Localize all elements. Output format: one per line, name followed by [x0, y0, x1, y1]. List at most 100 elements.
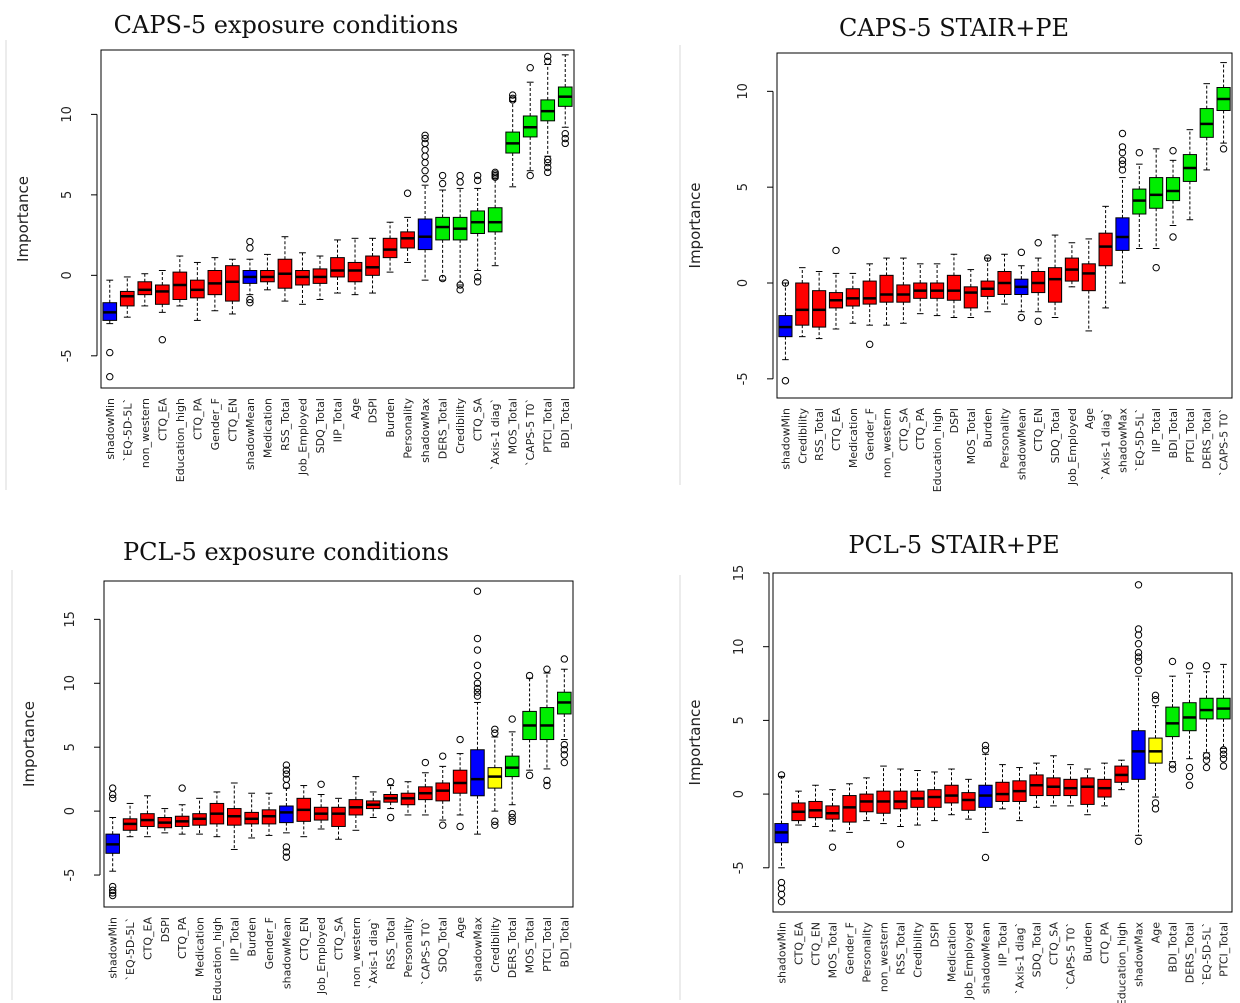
plot-frame [776, 52, 1233, 399]
box-21: CTQ_SA [470, 171, 485, 441]
outlier-point [1134, 640, 1143, 648]
outlier-point [1134, 837, 1143, 845]
outlier-point [106, 373, 114, 381]
x-category-label: BDI_Total [558, 917, 571, 967]
x-category-label: MOS_Total [524, 917, 537, 973]
x-category-label: CTQ_PA [914, 408, 927, 450]
box-25: PTCI_Total [539, 665, 555, 972]
box-0: shadowMin [778, 279, 793, 470]
outlier-point [421, 152, 429, 160]
box-12: shadowMean [978, 741, 993, 994]
x-category-label: Education_high [211, 917, 224, 1001]
box-body [470, 749, 485, 797]
x-category-label: SDQ_Total [437, 917, 450, 972]
outlier-point [1219, 755, 1228, 763]
box-body [487, 207, 503, 233]
x-category-label: IIP_Total [1150, 408, 1163, 452]
outlier-point [777, 884, 786, 893]
x-category-label: `Axis-1 diag` [1100, 408, 1113, 480]
box-17: Personality [400, 189, 415, 459]
outlier-point [508, 813, 516, 822]
outlier-point [525, 671, 534, 680]
box-22: IIP_Total [1149, 148, 1164, 452]
box-body [137, 281, 153, 296]
outlier-point [1134, 666, 1143, 674]
x-category-label: DSPI [929, 922, 942, 947]
outlier-point [246, 295, 254, 304]
box-8: CTQ_PA [913, 263, 928, 450]
box-16: RSS_Total [383, 778, 398, 970]
box-18: Burden [1080, 768, 1095, 962]
box-4: Gender_F [842, 783, 857, 974]
outlier-point [508, 715, 516, 723]
box-17: Personality [400, 781, 416, 978]
box-0: shadowMin [774, 771, 789, 984]
box-23: BDI_Total [1165, 657, 1180, 972]
y-tick-label: 5 [732, 716, 747, 724]
x-category-label: shadowMean [244, 398, 257, 470]
x-category-label: CTQ_EA [830, 408, 843, 452]
box-12: Burden [980, 254, 995, 448]
outlier-point [1118, 166, 1127, 174]
x-category-label: BDI_Total [1167, 408, 1180, 458]
outlier-point [1219, 145, 1228, 153]
x-category-label: Credibility [796, 408, 809, 464]
outlier-point [1219, 762, 1228, 770]
y-tick-label: 0 [732, 790, 747, 798]
x-category-label: MOS_Total [827, 922, 840, 978]
outlier-point [561, 134, 569, 143]
x-category-label: Education_high [931, 408, 944, 492]
outlier-point [282, 775, 291, 783]
x-category-label: BDI_Total [1167, 922, 1180, 972]
outlier-point [781, 377, 790, 385]
y-tick-label: 0 [63, 807, 78, 815]
outlier-point [473, 671, 482, 680]
chart-title: PCL-5 STAIR+PE [848, 531, 1059, 559]
x-category-label: non_western [139, 398, 152, 468]
box-5: Gender_F [862, 263, 877, 460]
x-category-label: shadowMax [471, 917, 484, 982]
outlier-point [1151, 805, 1160, 813]
box-6: Education_high [209, 791, 225, 1001]
box-body [1165, 177, 1181, 202]
outlier-point [456, 822, 464, 831]
outlier-point [1118, 143, 1127, 151]
y-tick-label: -5 [732, 861, 747, 874]
box-11: Job_Employed [295, 252, 310, 476]
x-category-label: SDQ_Total [1031, 922, 1044, 977]
box-1: CTQ_EA [791, 790, 806, 965]
outlier-point [560, 740, 569, 749]
x-category-label: `CAPS-5 T0` [1065, 922, 1078, 990]
outlier-point [1017, 248, 1026, 257]
box-13: Personality [997, 253, 1012, 469]
x-category-label: Personality [402, 917, 415, 978]
box-23: MOS_Total [505, 91, 521, 454]
box-1: Credibility [795, 267, 810, 464]
x-category-label: CTQ_EN [1032, 408, 1045, 452]
box-7: RSS_Total [893, 768, 908, 975]
x-category-label: Burden [246, 917, 259, 957]
outlier-point [1118, 129, 1127, 138]
box-body [225, 265, 240, 302]
x-category-label: PTCI_Total [542, 398, 555, 453]
x-category-label: Education_high [174, 398, 187, 482]
outlier-point [282, 853, 291, 861]
outlier-point [473, 646, 482, 654]
outlier-point [526, 64, 534, 72]
outlier-point [438, 274, 447, 283]
box-body [400, 231, 415, 249]
outlier-point [544, 158, 552, 167]
x-category-label: RSS_Total [279, 398, 292, 451]
outlier-point [403, 189, 412, 197]
outlier-point [491, 817, 499, 826]
box-13: CTQ_SA [331, 797, 346, 960]
x-category-label: Personality [999, 408, 1012, 469]
outlier-point [1017, 313, 1026, 322]
box-24: MOS_Total [522, 671, 537, 973]
outlier-point [1134, 657, 1143, 666]
plot-frame [772, 572, 1233, 913]
x-category-label: `EQ-5D-5L` [121, 398, 134, 461]
x-category-label: CTQ_EA [156, 398, 169, 442]
x-category-label: Job_Employed [296, 398, 309, 476]
